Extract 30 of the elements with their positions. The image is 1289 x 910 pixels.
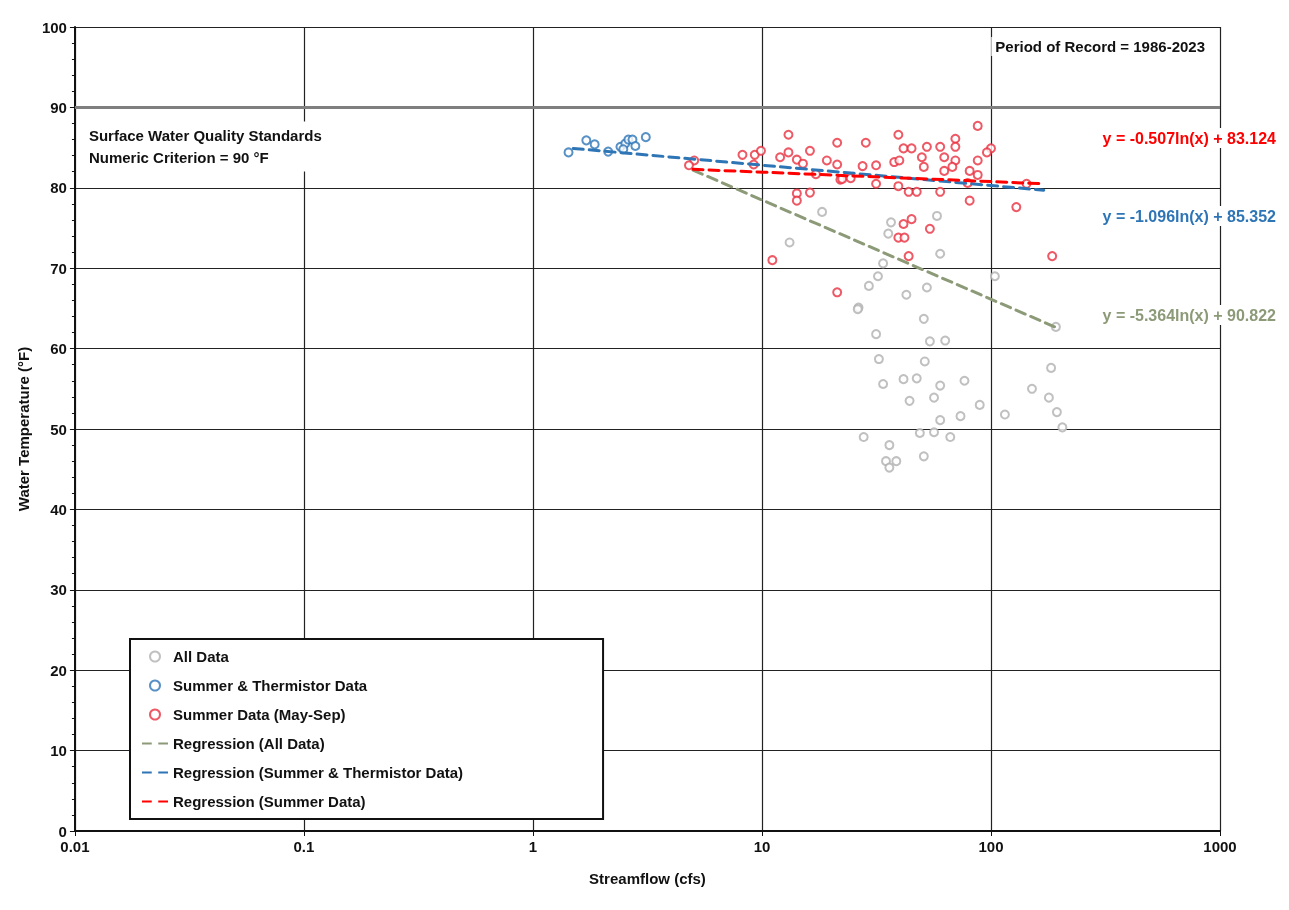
annotation: y = -5.364ln(x) + 90.822	[1102, 306, 1277, 324]
annotation: Period of Record = 1986-2023	[995, 38, 1206, 55]
annotation: y = -0.507ln(x) + 83.124	[1102, 129, 1277, 147]
y-tick-label: 100	[41, 18, 67, 36]
y-tick-label: 60	[50, 340, 67, 358]
x-tick-label: 0.01	[60, 838, 90, 855]
y-tick-label: 70	[50, 259, 67, 277]
ref-line-label: Surface Water Quality Standards Numeric Criterion = 90 °F	[88, 126, 322, 166]
annotation: y = -1.096ln(x) + 85.352	[1102, 207, 1277, 225]
x-tick-label: 0.1	[293, 838, 315, 855]
legend-label: Regression (All Data)	[173, 735, 325, 752]
y-tick-label: 10	[50, 742, 67, 760]
y-tick-label: 80	[50, 179, 67, 197]
legend-label: All Data	[173, 648, 230, 665]
x-tick-label: 100	[978, 838, 1004, 855]
y-tick-label: 40	[50, 500, 67, 518]
legend-label: Summer & Thermistor Data	[173, 677, 368, 694]
y-tick-label: 90	[50, 98, 67, 116]
y-axis-title: Water Temperature (°F)	[15, 346, 32, 512]
legend-label: Regression (Summer Data)	[173, 793, 366, 810]
legend-label: Summer Data (May-Sep)	[173, 706, 346, 723]
x-tick-label: 1000	[1203, 838, 1237, 855]
y-tick-label: 0	[58, 822, 67, 840]
x-tick-label: 1	[528, 838, 538, 855]
x-axis-title: Streamflow (cfs)	[589, 870, 706, 887]
x-tick-label: 10	[753, 838, 771, 855]
y-tick-label: 50	[50, 420, 67, 438]
legend-label: Regression (Summer & Thermistor Data)	[173, 764, 464, 781]
y-tick-label: 20	[50, 661, 67, 679]
y-tick-label: 30	[50, 581, 67, 599]
